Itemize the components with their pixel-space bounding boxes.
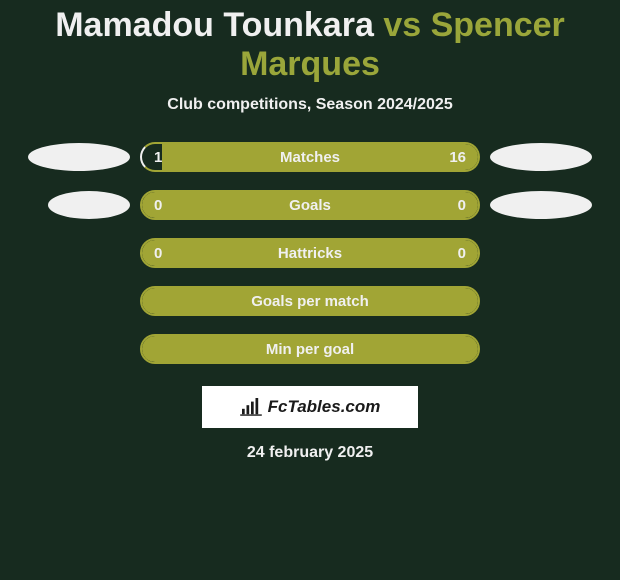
bar-chart-icon: [240, 398, 262, 416]
stat-value-left: 0: [154, 197, 162, 214]
ellipse-placeholder: [490, 334, 592, 364]
stat-label: Min per goal: [266, 341, 354, 358]
date-label: 24 february 2025: [0, 444, 620, 462]
vs-separator: vs: [383, 6, 421, 44]
ellipse-placeholder: [28, 334, 130, 364]
logo-text: FcTables.com: [268, 397, 381, 417]
player1-ellipse: [28, 143, 130, 171]
logo-box: FcTables.com: [202, 386, 418, 428]
player1-ellipse: [48, 191, 130, 219]
stat-row: Min per goal: [0, 334, 620, 364]
ellipse-placeholder: [490, 238, 592, 268]
stat-label: Goals per match: [251, 293, 369, 310]
player1-name: Mamadou Tounkara: [55, 6, 374, 44]
subtitle: Club competitions, Season 2024/2025: [0, 96, 620, 114]
stat-bar: Min per goal: [140, 334, 480, 364]
page-title: Mamadou Tounkara vs Spencer Marques: [0, 6, 620, 84]
stat-section: 1 16 Matches 0 0 Goals 0 0 Hattricks Goals per ma…: [0, 142, 620, 364]
stat-value-left: 0: [154, 245, 162, 262]
stat-row: 1 16 Matches: [0, 142, 620, 172]
stat-value-right: 16: [449, 149, 466, 166]
stat-label: Hattricks: [278, 245, 342, 262]
stat-value-right: 0: [458, 197, 466, 214]
stat-bar: 0 0 Hattricks: [140, 238, 480, 268]
infographic-container: Mamadou Tounkara vs Spencer Marques Club…: [0, 0, 620, 462]
ellipse-placeholder: [490, 286, 592, 316]
stat-value-left: 1: [154, 149, 162, 166]
stat-row: Goals per match: [0, 286, 620, 316]
stat-row: 0 0 Goals: [0, 190, 620, 220]
player2-ellipse: [490, 191, 592, 219]
stat-label: Matches: [280, 149, 340, 166]
stat-label: Goals: [289, 197, 331, 214]
stat-bar: 0 0 Goals: [140, 190, 480, 220]
ellipse-placeholder: [28, 238, 130, 268]
player2-ellipse: [490, 143, 592, 171]
stat-bar: 1 16 Matches: [140, 142, 480, 172]
stat-value-right: 0: [458, 245, 466, 262]
stat-bar: Goals per match: [140, 286, 480, 316]
stat-row: 0 0 Hattricks: [0, 238, 620, 268]
ellipse-placeholder: [28, 286, 130, 316]
